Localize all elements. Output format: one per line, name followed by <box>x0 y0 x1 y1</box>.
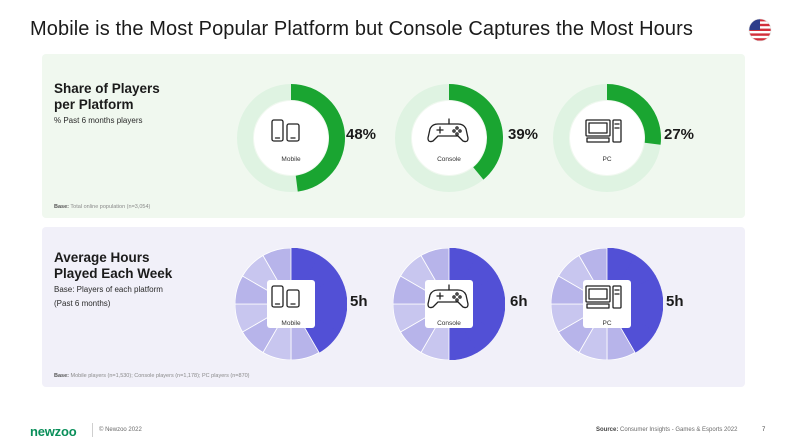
hours-panel-subtitle-line2: (Past 6 months) <box>54 299 111 308</box>
donut-center <box>412 101 486 175</box>
hours-pie-mobile: Mobile <box>235 248 347 360</box>
footer-source-text: Consumer Insights - Games & Esports 2022 <box>620 427 738 433</box>
desktop-pc-icon <box>585 285 622 309</box>
smartphone-icon <box>271 285 300 308</box>
share-panel-base-note: Base: Total online population (n=3,054) <box>54 204 150 210</box>
pie-center-card <box>425 280 473 328</box>
hours-pie-pc: PC <box>551 248 663 360</box>
share-base-text: Total online population (n=3,054) <box>70 204 151 210</box>
donut-segment-mobile <box>291 84 345 192</box>
platform-label: Mobile <box>281 156 301 163</box>
page-title: Mobile is the Most Popular Platform but … <box>30 18 693 40</box>
hours-value-pc: 5h <box>666 293 684 310</box>
platform-label: Console <box>437 156 461 163</box>
hours-base-text: Mobile players (n=1,530); Console player… <box>70 373 250 379</box>
share-donut-mobile: Mobile <box>237 84 345 192</box>
gamepad-icon <box>427 118 469 143</box>
share-donut-pc: PC <box>553 84 661 192</box>
hours-panel-base-note: Base: Mobile players (n=1,530); Console … <box>54 373 250 379</box>
hours-value-mobile: 5h <box>350 293 368 310</box>
hours-panel-title-line1: Average Hours <box>54 250 150 265</box>
share-base-label: Base: <box>54 204 69 210</box>
platform-label: Console <box>437 320 461 327</box>
hours-panel-subtitle-line1: Base: Players of each platform <box>54 285 163 294</box>
gamepad-icon <box>427 284 469 309</box>
share-donut-console: Console <box>395 84 503 192</box>
footer-divider <box>92 423 93 437</box>
footer-copyright: © Newzoo 2022 <box>99 427 142 433</box>
share-panel-title-line2: per Platform <box>54 97 134 112</box>
hours-value-console: 6h <box>510 293 528 310</box>
smartphone-icon <box>271 119 300 142</box>
desktop-pc-icon <box>585 119 622 143</box>
share-value-mobile: 48% <box>346 126 377 143</box>
platform-label: PC <box>602 320 611 327</box>
page-number: 7 <box>762 427 766 433</box>
share-panel-subtitle: % Past 6 months players <box>54 116 143 125</box>
share-value-pc: 27% <box>664 126 695 143</box>
hours-base-label: Base: <box>54 373 69 379</box>
share-panel-title-line1: Share of Players <box>54 81 160 96</box>
newzoo-logo: newzoo <box>30 424 77 439</box>
hours-panel-title-line2: Played Each Week <box>54 266 173 281</box>
platform-label: PC <box>602 156 611 163</box>
donut-segment-pc <box>607 84 661 145</box>
donut-segment-console <box>449 84 503 180</box>
share-value-console: 39% <box>508 126 539 143</box>
hours-pie-console: Console <box>393 248 505 360</box>
us-flag-icon <box>748 18 772 42</box>
platform-label: Mobile <box>281 320 301 327</box>
footer-source: Source: Consumer Insights - Games & Espo… <box>596 427 737 433</box>
footer-source-label: Source: <box>596 427 619 433</box>
